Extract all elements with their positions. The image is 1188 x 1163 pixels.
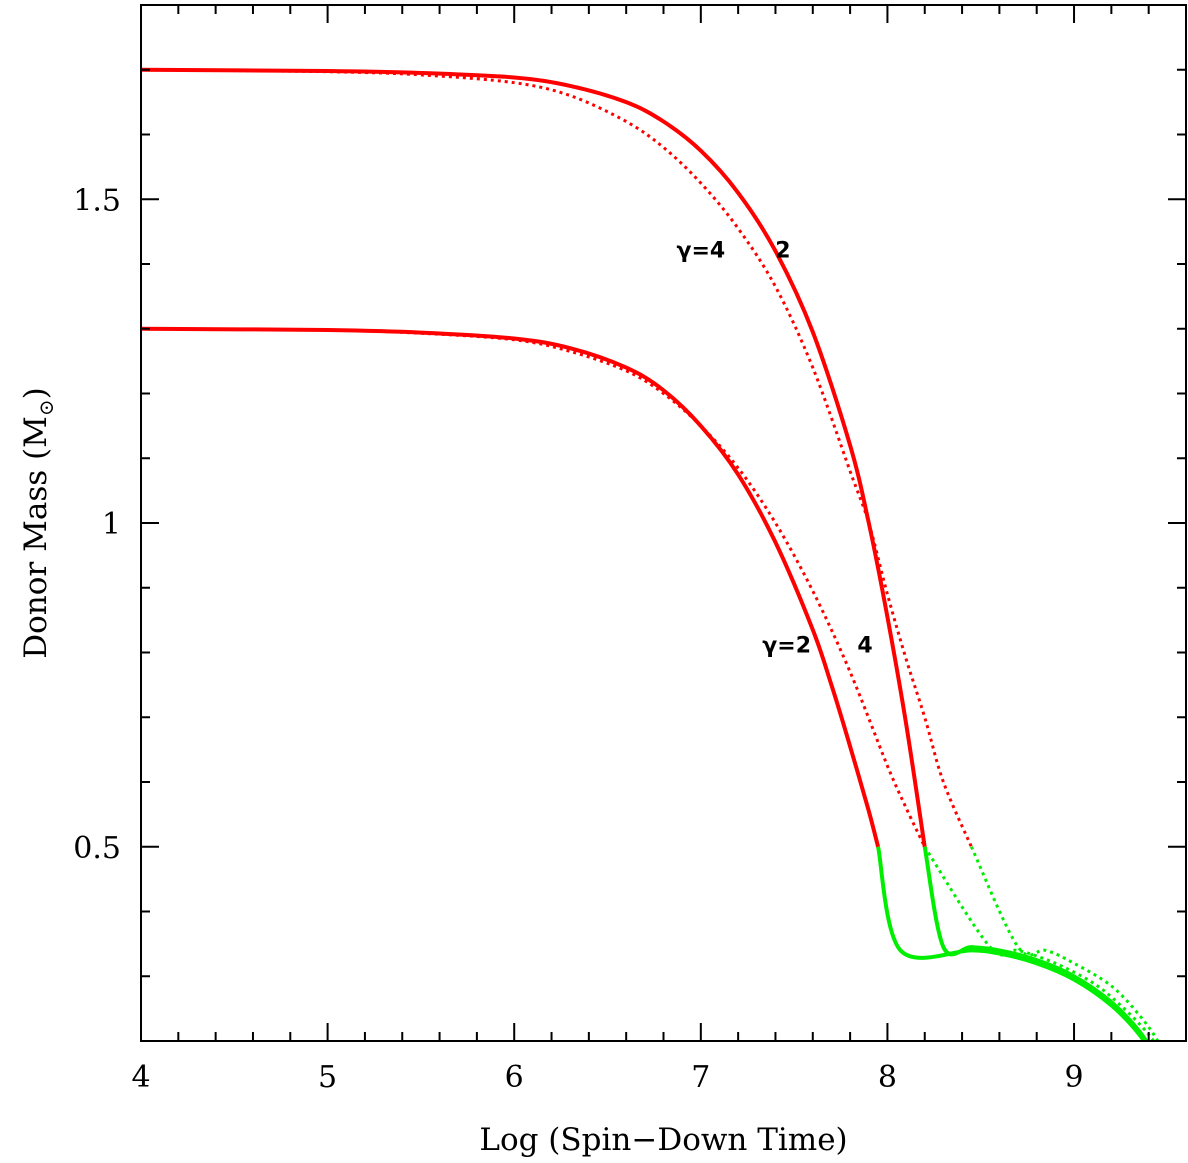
x-tick-label: 4 [131,1060,150,1095]
y-axis-title: Donor Mass (M⊙) [18,387,58,658]
y-tick-label: 0.5 [73,831,121,866]
curve-m17-gamma4-phase1 [141,68,973,848]
curve-m17-gamma4-phase2 [970,846,1160,1041]
y-axis-title-main: Donor Mass (M [18,416,54,659]
curve-annotation: 2 [775,239,790,264]
curve-m13-gamma4-phase2 [923,845,1156,1041]
x-tick-label: 5 [318,1060,337,1095]
y-axis-title-subscript: ⊙ [34,399,58,416]
curve-annotation: γ=4 [676,239,725,264]
axis-tick-labels: 4 5 6 7 8 9 0.5 1 1.5 [73,183,1083,1095]
plot-frame [140,4,1187,1042]
x-tick-label: 9 [1064,1060,1083,1095]
axis-ticks [140,4,1187,1042]
x-tick-label: 7 [691,1060,710,1095]
y-axis-title-end: ) [18,387,54,399]
curve-m13-gamma4-phase1 [141,327,927,848]
curve-annotation: 4 [857,634,872,659]
plot-curves [141,67,1160,1041]
curve-annotations: γ=4 2 γ=2 4 [676,239,872,659]
y-tick-label: 1 [102,507,121,542]
x-axis-title: Log (Spin−Down Time) [479,1122,847,1158]
curve-m13-gamma2-phase2 [876,846,1147,1041]
curve-m13-gamma2-phase1 [141,326,881,848]
y-tick-label: 1.5 [73,183,121,218]
x-tick-label: 8 [878,1060,897,1095]
curve-m17-gamma2-phase1 [141,67,927,848]
curve-annotation: γ=2 [762,634,811,659]
x-tick-label: 6 [505,1060,524,1095]
